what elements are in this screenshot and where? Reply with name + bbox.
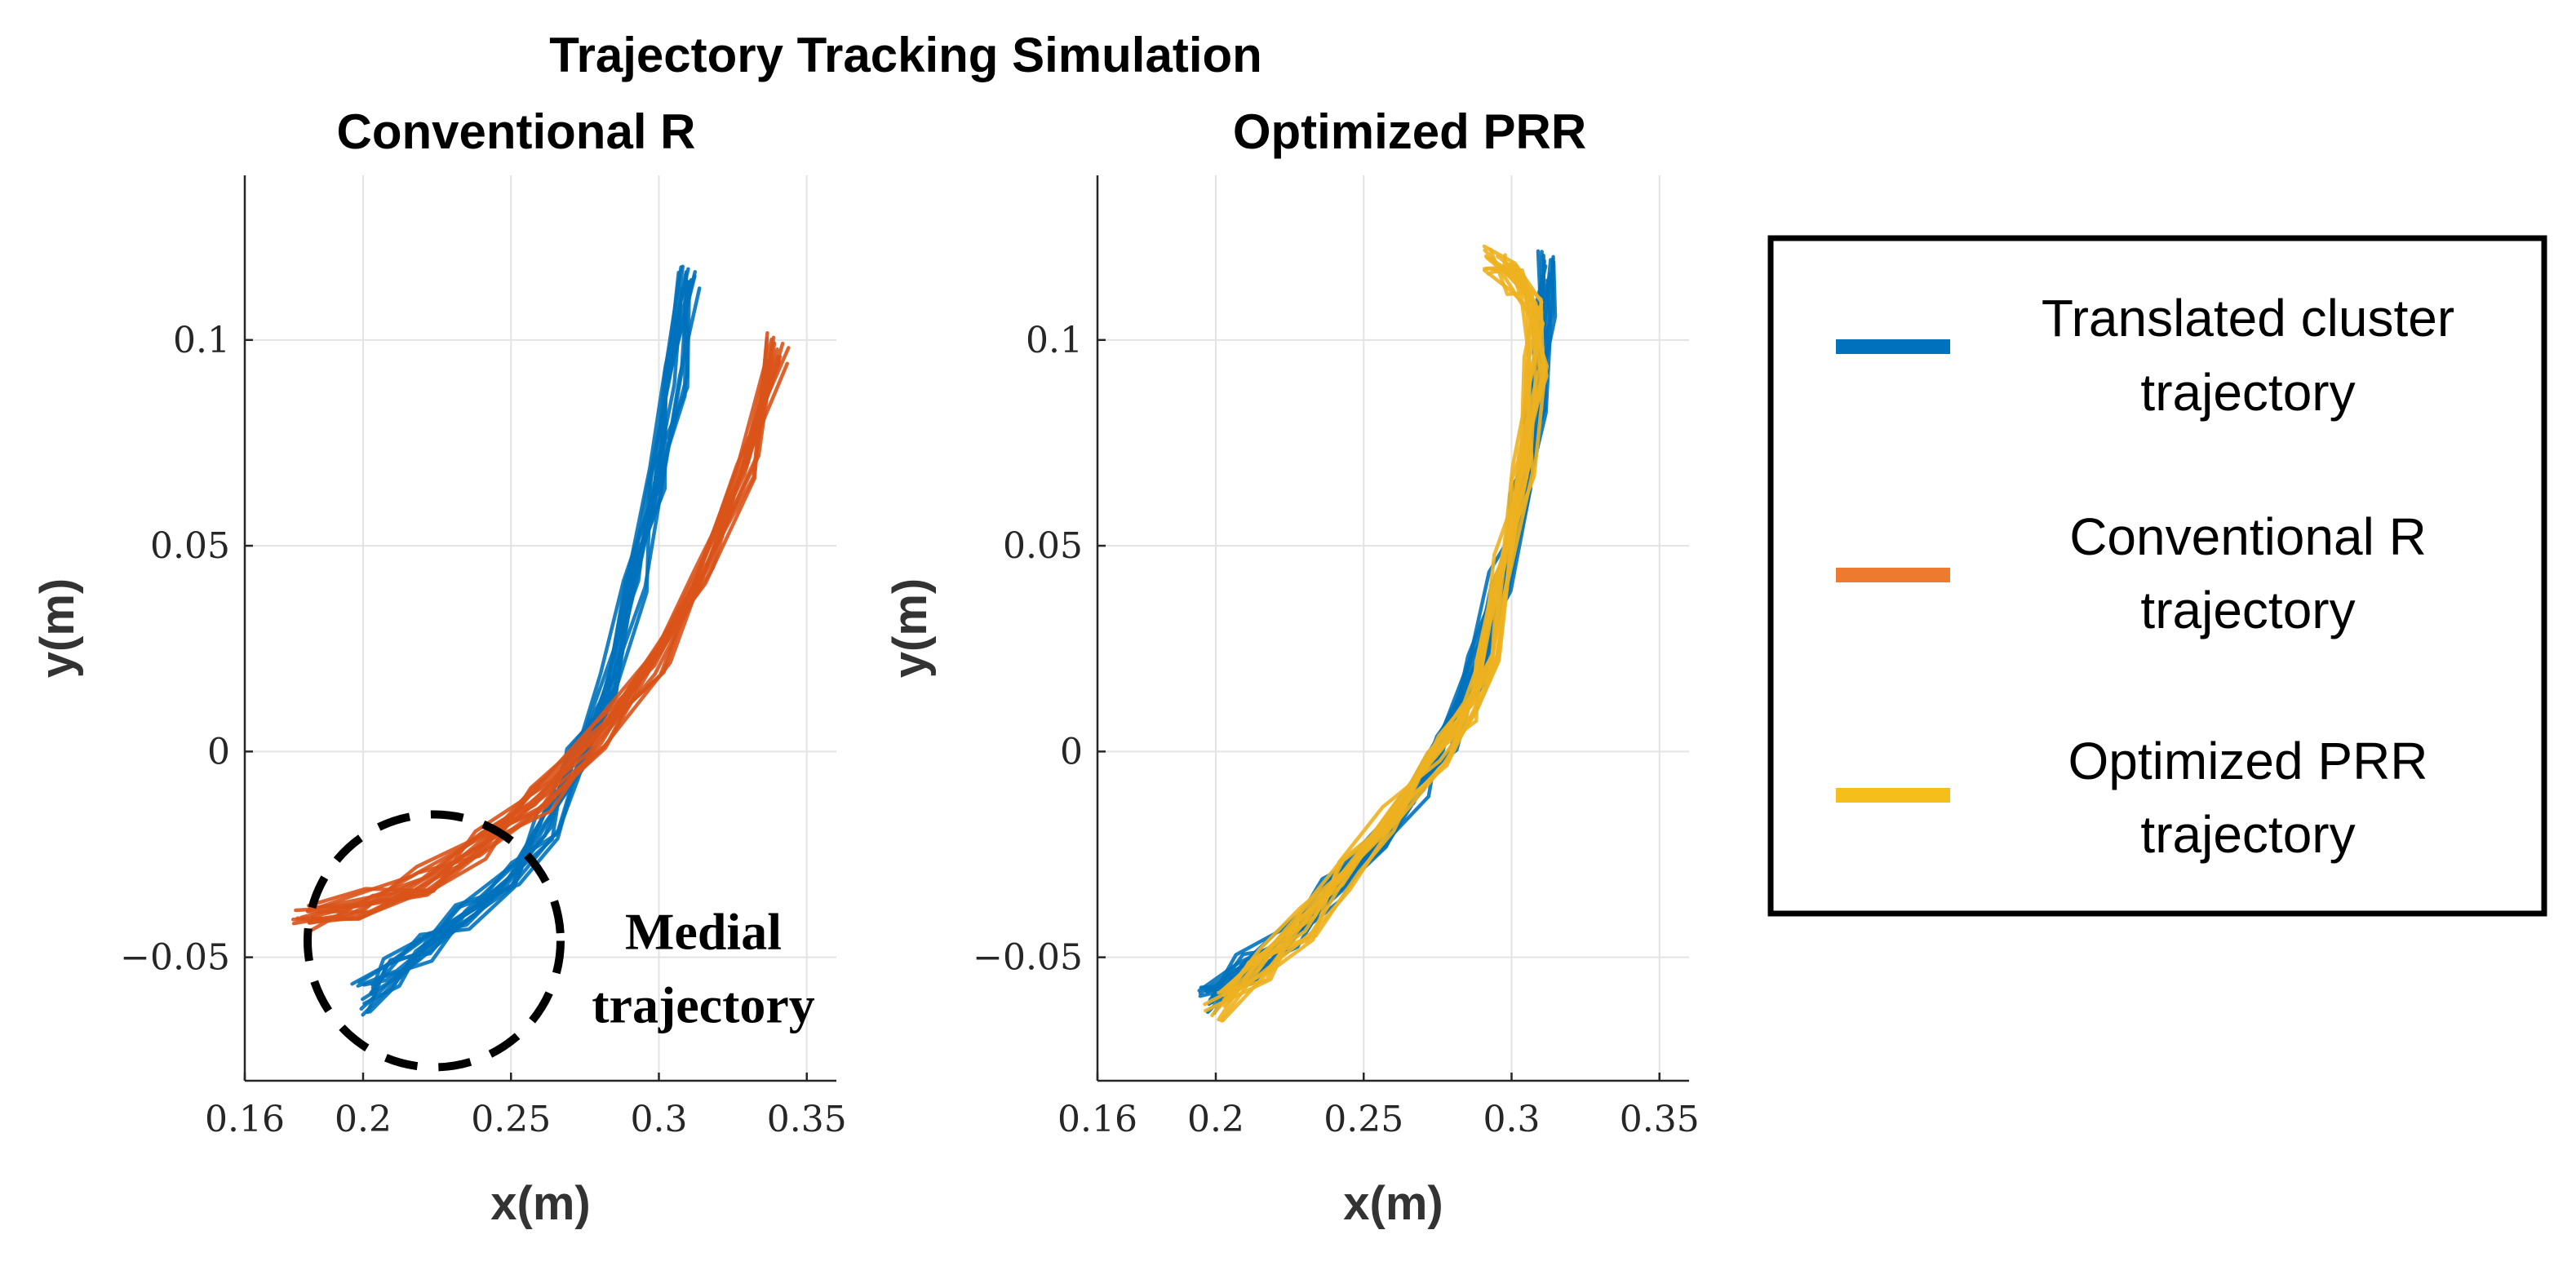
optimized-prr-ytick-label: 0 (1060, 731, 1083, 772)
conventional-r-axes-title: Conventional R (336, 104, 695, 159)
conventional-r-series-0-trial-line (359, 286, 684, 1011)
optimized-prr-series-1 (1203, 244, 1550, 1023)
conventional-r-ytick-label: 0.05 (150, 525, 230, 567)
optimized-prr-series-1-trial-line (1221, 247, 1546, 993)
optimized-prr-ytick-label: 0.1 (1026, 320, 1083, 361)
conventional-r-series-0-trial-line (370, 286, 702, 990)
optimized-prr-ytick-label: −0.05 (973, 937, 1083, 979)
optimized-prr-xtick-label: 0.35 (1620, 1099, 1700, 1140)
legend: Translated cluster trajectory Convention… (1767, 235, 2547, 917)
optimized-prr-xtick-label: 0.16 (1057, 1099, 1137, 1140)
conventional-r-x-axis-label: x(m) (490, 1177, 590, 1230)
optimized-prr-xtick-label: 0.3 (1483, 1099, 1541, 1140)
optimized-prr-axes-title: Optimized PRR (1233, 104, 1586, 159)
conventional-r-series-0-trial-line (368, 270, 689, 1014)
conventional-r-ytick-label: −0.05 (120, 937, 230, 979)
legend-label-optimized-prr-line2: trajectory (2140, 805, 2355, 864)
conventional-r-xtick-label: 0.16 (205, 1099, 285, 1140)
optimized-prr-axes: 0.16 0.2 0.25 0.3 0.35 −0.05 0 0.05 0.1 Optimized… (884, 104, 1700, 1230)
optimized-prr-xtick-label: 0.25 (1323, 1099, 1403, 1140)
conventional-r-ytick-label: 0.1 (173, 320, 230, 361)
optimized-prr-xtick-label: 0.2 (1187, 1099, 1244, 1140)
conventional-r-series-1-trial-line (307, 361, 790, 925)
optimized-prr-y-axis-label: y(m) (884, 578, 937, 678)
optimized-prr-x-axis-label: x(m) (1343, 1177, 1443, 1230)
conventional-r-axes: Medial trajectory 0.16 0.2 0.25 0.3 0.35 −0.05 0… (31, 104, 847, 1230)
conventional-r-xtick-label: 0.35 (767, 1099, 847, 1140)
conventional-r-series-1-trial-line (294, 341, 777, 913)
optimized-prr-ytick-label: 0.05 (1003, 525, 1083, 567)
conventional-r-xtick-label: 0.25 (471, 1099, 551, 1140)
conventional-r-ytick-label: 0 (207, 731, 230, 772)
conventional-r-series-0-trial-line (361, 270, 698, 987)
conventional-r-series-1-trial-line (306, 336, 769, 914)
conventional-r-medial-circle (304, 810, 565, 1072)
conventional-r-y-axis-label: y(m) (31, 578, 84, 678)
conventional-r-series-1 (290, 330, 791, 934)
legend-label-conventional-r-line1: Conventional R (2069, 507, 2427, 566)
conventional-r-annotation-line2: trajectory (592, 976, 815, 1033)
legend-label-translated-cluster-line2: trajectory (2140, 363, 2355, 422)
conventional-r-annotation-line1: Medial (625, 902, 782, 960)
legend-label-optimized-prr-line1: Optimized PRR (2068, 732, 2428, 790)
legend-label-conventional-r-line2: trajectory (2140, 581, 2355, 639)
conventional-r-xtick-label: 0.3 (631, 1099, 688, 1140)
legend-label-translated-cluster-line1: Translated cluster (2042, 289, 2454, 347)
figure-title: Trajectory Tracking Simulation (549, 28, 1262, 82)
conventional-r-xtick-label: 0.2 (335, 1099, 392, 1140)
